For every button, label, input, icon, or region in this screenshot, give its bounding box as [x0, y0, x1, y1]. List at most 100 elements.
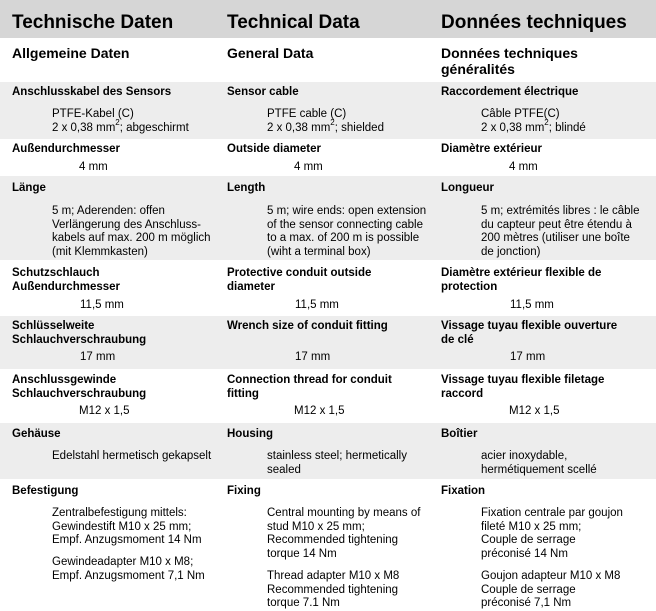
housing-label-en: Housing — [227, 428, 273, 440]
length-value-en: 5 m; wire ends: open extension of the se… — [267, 205, 426, 259]
wrench-label-fr-line1: Vissage tuyau flexible ouverture — [441, 320, 618, 332]
cable-value-fr-line2b: ; blindé — [548, 121, 586, 134]
wrench-value-de: 17 mm — [80, 351, 116, 363]
cable-value-en-line2b: ; shielded — [334, 121, 384, 134]
thread-label-de-line1: Anschlussgewinde — [12, 374, 117, 386]
conduit-label-de-line1: Schutzschlauch — [12, 267, 100, 279]
diameter-value-en: 4 mm — [294, 161, 323, 173]
fixing-value-de-line: Empf. Anzugsmoment 14 Nm — [52, 534, 202, 546]
cable-value-en-line1: PTFE cable (C) — [267, 108, 347, 120]
cable-value-de-line1: PTFE-Kabel (C) — [52, 108, 134, 120]
conduit-value-fr: 11,5 mm — [510, 299, 554, 311]
fixing-value-en-line: Recommended tightening — [267, 583, 399, 596]
fixing-value-de-line: Empf. Anzugsmoment 7,1 Nm — [52, 569, 205, 582]
thread-label-fr-line2: raccord — [441, 387, 484, 400]
cable-value-de-line2: 2 x 0,38 mm2; abgeschirmt — [52, 118, 189, 136]
conduit-label-fr-line2: protection — [441, 280, 498, 293]
length-value-fr-line: de jonction) — [481, 245, 541, 258]
cable-value-en-line2: 2 x 0,38 mm2; shielded — [267, 118, 384, 136]
wrench-label-de-line2: Schlauchverschraubung — [12, 333, 147, 346]
wrench-value-en: 17 mm — [295, 351, 331, 363]
fixing-value-en-a: Central mounting by means of stud M10 x … — [267, 507, 420, 561]
cable-value-fr-line2a: 2 x 0,38 mm — [481, 121, 545, 134]
length-value-fr: 5 m; extrémités libres : le câble du cap… — [481, 205, 640, 259]
thread-label-de: Anschlussgewinde Schlauchverschraubung — [12, 374, 146, 401]
length-value-en-line: (wiht a terminal box) — [267, 245, 371, 258]
length-label-fr: Longueur — [441, 182, 495, 194]
length-value-fr-line: du capteur peut être étendu à — [481, 218, 632, 231]
fixing-value-en-line: Thread adapter M10 x M8 — [267, 570, 400, 582]
fixing-value-fr-line: Couple de serrage — [481, 534, 576, 546]
fixing-value-fr-line: Fixation centrale par goujon — [481, 507, 623, 519]
header-band: Technische Daten Technical Data Données … — [0, 0, 656, 38]
wrench-label-de: Schlüsselweite Schlauchverschraubung — [12, 320, 146, 347]
row-cable-band — [0, 82, 656, 139]
diameter-label-en: Outside diameter — [227, 143, 321, 155]
housing-value-fr-line: acier inoxydable, — [481, 450, 568, 462]
fixing-value-fr-line: Couple de serrage — [481, 583, 576, 596]
fixing-value-de-a: Zentralbefestigung mittels: Gewindestift… — [52, 507, 202, 548]
cable-value-en-line2a: 2 x 0,38 mm — [267, 121, 331, 134]
diameter-label-de: Außendurchmesser — [12, 143, 121, 155]
fixing-value-de-line: Gewindestift M10 x 25 mm; — [52, 520, 192, 533]
length-label-en: Length — [227, 182, 266, 194]
wrench-value-fr: 17 mm — [510, 351, 546, 363]
header-title-en: Technical Data — [227, 12, 360, 33]
diameter-value-fr: 4 mm — [509, 161, 538, 173]
cable-label-en: Sensor cable — [227, 86, 299, 98]
conduit-label-en-line1: Protective conduit outside — [227, 267, 372, 279]
cable-value-fr-line1: Câble PTFE(C) — [481, 108, 560, 120]
housing-value-fr-line: hermétiquement scellé — [481, 463, 597, 476]
section-title-fr-line2: généralités — [441, 61, 515, 77]
thread-label-fr-line1: Vissage tuyau flexible filetage — [441, 374, 605, 386]
fixing-value-en-line: stud M10 x 25 mm; — [267, 520, 365, 533]
wrench-label-de-line1: Schlüsselweite — [12, 320, 95, 332]
fixing-value-fr-line: préconisé 7,1 Nm — [481, 597, 572, 609]
wrench-label-en: Wrench size of conduit fitting — [227, 320, 388, 332]
cable-value-en: PTFE cable (C) 2 x 0,38 mm2; shielded — [267, 108, 384, 135]
conduit-label-fr-line1: Diamètre extérieur flexible de — [441, 267, 602, 279]
fixing-value-en-b: Thread adapter M10 x M8 Recommended tigh… — [267, 570, 399, 611]
fixing-value-en-line: Central mounting by means of — [267, 507, 421, 519]
cable-label-de: Anschlusskabel des Sensors — [12, 86, 172, 98]
thread-value-de: M12 x 1,5 — [79, 405, 130, 417]
housing-value-en-line: stainless steel; hermetically — [267, 450, 407, 462]
fixing-value-en-line: Recommended tightening — [267, 534, 399, 546]
housing-value-fr: acier inoxydable, hermétiquement scellé — [481, 450, 597, 477]
diameter-label-fr: Diamètre extérieur — [441, 143, 542, 155]
conduit-label-en-line2: diameter — [227, 280, 275, 293]
conduit-value-en: 11,5 mm — [295, 299, 339, 311]
header-title-de: Technische Daten — [12, 12, 174, 33]
thread-value-fr: M12 x 1,5 — [509, 405, 560, 417]
length-value-de: 5 m; Aderenden: offen Verlängerung des A… — [52, 205, 211, 259]
cable-value-fr: Câble PTFE(C) 2 x 0,38 mm2; blindé — [481, 108, 586, 135]
wrench-label-fr: Vissage tuyau flexible ouverture de clé — [441, 320, 617, 347]
cable-label-fr: Raccordement électrique — [441, 86, 579, 98]
section-title-fr-line1: Données techniques — [441, 45, 578, 61]
section-title-en: General Data — [227, 45, 314, 61]
diameter-value-de: 4 mm — [79, 161, 108, 173]
fixing-value-en-line: torque 14 Nm — [267, 547, 337, 560]
cable-value-de-line2b: ; abgeschirmt — [119, 121, 189, 134]
length-value-en-line: 5 m; wire ends: open extension — [267, 205, 427, 217]
conduit-value-de: 11,5 mm — [80, 299, 124, 311]
row-wrench-band — [0, 316, 656, 369]
housing-value-de-line: Edelstahl hermetisch gekapselt — [52, 450, 212, 462]
fixing-value-en-line: torque 7.1 Nm — [267, 597, 340, 609]
thread-label-en-line2: fitting — [227, 387, 259, 400]
housing-label-de: Gehäuse — [12, 428, 61, 440]
conduit-label-fr: Diamètre extérieur flexible de protectio… — [441, 267, 601, 294]
fixing-value-fr-line: Goujon adapteur M10 x M8 — [481, 570, 621, 582]
fixing-value-fr-line: fileté M10 x 25 mm; — [481, 520, 582, 533]
fixing-value-de-line: Gewindeadapter M10 x M8; — [52, 556, 194, 568]
cable-value-de-line2a: 2 x 0,38 mm — [52, 121, 116, 134]
fixing-label-de: Befestigung — [12, 485, 79, 497]
cable-value-de-sup: 2 — [115, 117, 120, 127]
housing-value-de: Edelstahl hermetisch gekapselt — [52, 450, 211, 464]
fixing-label-en: Fixing — [227, 485, 261, 497]
conduit-label-de-line2: Außendurchmesser — [12, 280, 121, 293]
fixing-value-de-line: Zentralbefestigung mittels: — [52, 507, 187, 519]
thread-value-en: M12 x 1,5 — [294, 405, 345, 417]
fixing-value-fr-b: Goujon adapteur M10 x M8 Couple de serra… — [481, 570, 620, 611]
